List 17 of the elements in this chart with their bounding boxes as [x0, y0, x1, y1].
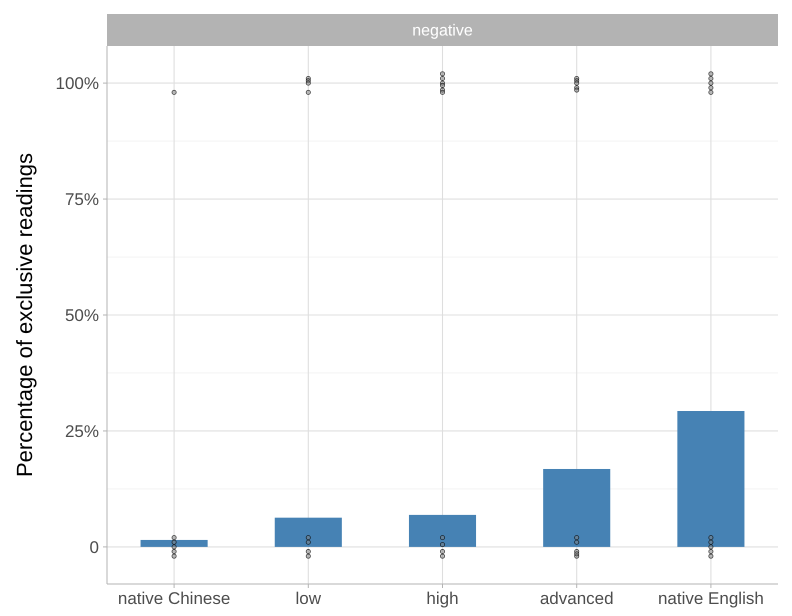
x-tick-label: native English [658, 589, 764, 608]
chart-title: negative [412, 22, 473, 40]
y-tick-label: 0 [90, 538, 99, 557]
x-tick-label: high [426, 589, 459, 608]
x-tick-label: native Chinese [118, 589, 230, 608]
y-tick-label: 25% [64, 422, 99, 441]
y-tick-label: 50% [64, 306, 99, 325]
bar [677, 411, 744, 547]
bar [140, 540, 208, 547]
bar [274, 518, 342, 547]
bar [408, 514, 476, 547]
x-tick-label: advanced [540, 589, 614, 608]
x-tick-label: low [296, 589, 322, 608]
y-axis-title: Percentage of exclusive readings [12, 152, 37, 478]
bar [543, 468, 610, 547]
y-tick-label: 100% [56, 74, 99, 94]
y-tick-label: 75% [64, 190, 99, 209]
